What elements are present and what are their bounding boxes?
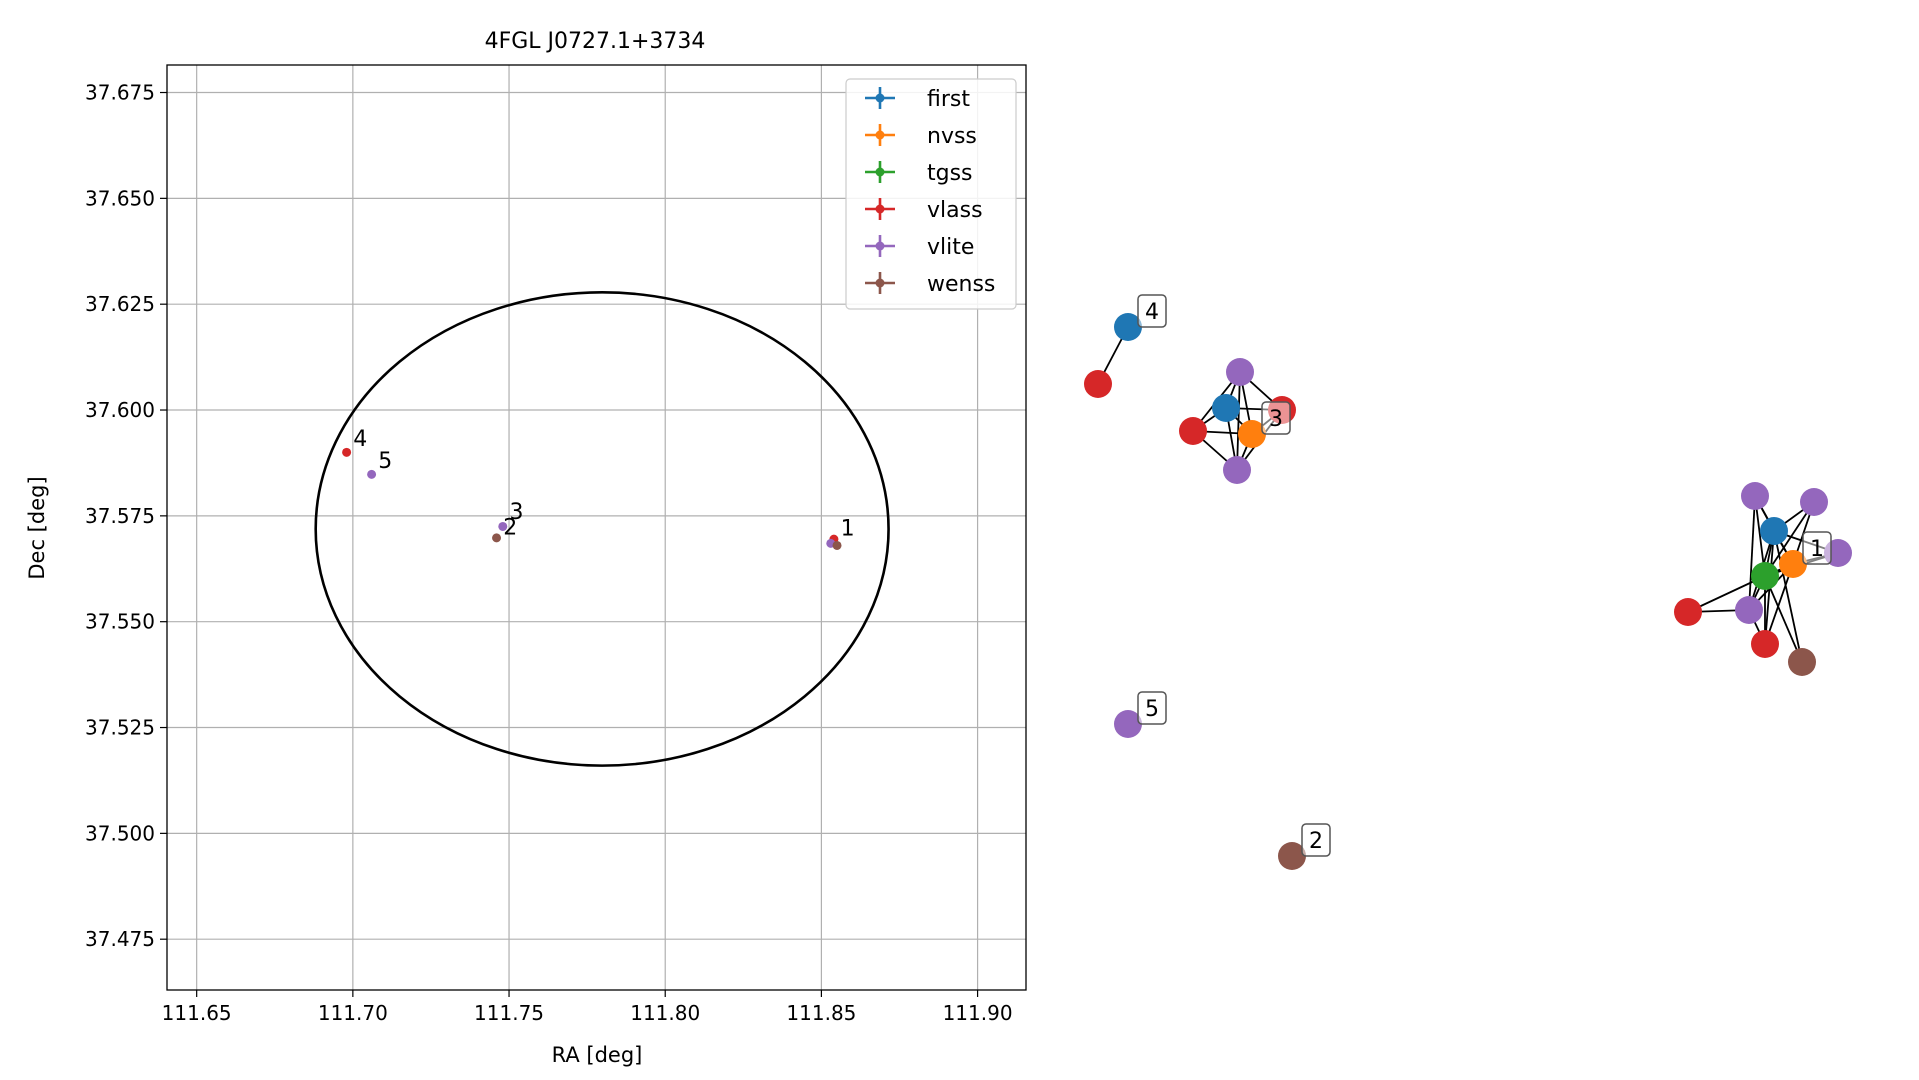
legend-marker-dot: [875, 204, 885, 214]
graph-label-box: [1137, 691, 1167, 725]
graph-label-box: [1261, 401, 1291, 435]
graph-node: [1278, 842, 1306, 870]
graph-label: 2: [1309, 829, 1323, 854]
graph-label: 1: [1810, 537, 1824, 562]
graph-label: 3: [1269, 407, 1283, 432]
graph-edge: [1764, 575, 1803, 663]
error-ellipse: [314, 291, 890, 767]
legend-marker-dot: [875, 241, 885, 251]
graph-label: 4: [1145, 300, 1159, 325]
graph-node: [1674, 598, 1702, 626]
y-tick-label: 37.475: [85, 927, 155, 951]
graph-node: [1760, 517, 1788, 545]
graph-node: [1114, 710, 1142, 738]
legend-marker-dot: [875, 278, 885, 288]
x-tick-label: 111.85: [786, 1001, 856, 1025]
graph-node: [1735, 596, 1763, 624]
x-axis-ticks: 111.65 111.70 111.75 111.80 111.85 111.90: [162, 990, 1013, 1025]
y-tick-label: 37.525: [85, 716, 155, 740]
error-ellipse-shape: [314, 291, 890, 767]
legend-label-nvss: nvss: [927, 124, 977, 149]
graph-label-box: [1301, 823, 1331, 857]
x-tick-label: 111.80: [630, 1001, 700, 1025]
point-vlite: [498, 521, 508, 531]
graph-node: [1800, 488, 1828, 516]
plot-frame: [166, 64, 1027, 991]
point-wenss: [492, 533, 502, 543]
y-tick-label: 37.625: [85, 292, 155, 316]
graph-node: [1084, 370, 1112, 398]
legend-label-first: first: [927, 87, 970, 112]
legend-marker-dot: [875, 130, 885, 140]
point-vlite: [367, 469, 377, 479]
graph-node: [1223, 456, 1251, 484]
graph-node: [1788, 648, 1816, 676]
legend-label-vlass: vlass: [927, 198, 983, 223]
legend-label-tgss: tgss: [927, 161, 973, 186]
annotation-label: 4: [353, 427, 367, 452]
graph-node: [1226, 358, 1254, 386]
graph-node: [1751, 562, 1779, 590]
x-tick-label: 111.75: [474, 1001, 544, 1025]
y-axis-label: Dec [deg]: [25, 476, 49, 579]
graph-node: [1114, 313, 1142, 341]
legend-label-vlite: vlite: [927, 235, 974, 260]
point-wenss: [832, 540, 842, 550]
annotation-label: 5: [378, 449, 392, 474]
graph-nodes: [1084, 313, 1852, 870]
y-tick-label: 37.600: [85, 398, 155, 422]
graph-label: 5: [1145, 697, 1159, 722]
point-annotations: 1 23 45: [353, 427, 854, 541]
graph-label-box: [1137, 294, 1167, 328]
graph-node: [1212, 394, 1240, 422]
legend-label-wenss: wenss: [927, 272, 995, 297]
annotation-label: 2: [503, 515, 517, 540]
graph-node: [1238, 420, 1266, 448]
y-tick-label: 37.650: [85, 186, 155, 210]
graph-node: [1779, 550, 1807, 578]
graph-node: [1179, 417, 1207, 445]
y-axis-ticks: 37.475 37.500 37.525 37.550 37.575 37.600 37.6…: [85, 81, 167, 951]
y-tick-label: 37.675: [85, 81, 155, 105]
x-tick-label: 111.70: [318, 1001, 388, 1025]
network-graph: 4 3 5 2 1: [1084, 294, 1852, 870]
annotation-label: 1: [841, 516, 855, 541]
legend-marker-dot: [875, 93, 885, 103]
graph-labels: 4 3 5 2 1: [1137, 294, 1832, 857]
graph-edge: [1773, 530, 1803, 663]
graph-edge: [1748, 495, 1756, 611]
annotation-label: 3: [509, 500, 523, 525]
graph-edge: [1687, 575, 1766, 613]
x-axis-label: RA [deg]: [552, 1043, 643, 1067]
graph-edge: [1764, 501, 1815, 577]
x-tick-label: 111.65: [162, 1001, 232, 1025]
y-tick-label: 37.550: [85, 610, 155, 634]
x-tick-label: 111.90: [943, 1001, 1013, 1025]
graph-node: [1751, 630, 1779, 658]
point-vlass: [342, 447, 352, 457]
legend-marker-dot: [875, 167, 885, 177]
legend: first nvss tgss vlass vlite wenss: [845, 78, 1017, 310]
legend-box: [845, 78, 1017, 310]
data-points: [342, 447, 842, 550]
graph-label-box: [1802, 531, 1832, 565]
y-tick-label: 37.575: [85, 504, 155, 528]
graph-edges: [1097, 326, 1839, 663]
chart-title: 4FGL J0727.1+3734: [485, 29, 706, 54]
graph-edge: [1236, 371, 1241, 471]
y-tick-label: 37.500: [85, 821, 155, 845]
graph-node: [1741, 482, 1769, 510]
graph-edge: [1764, 563, 1794, 645]
